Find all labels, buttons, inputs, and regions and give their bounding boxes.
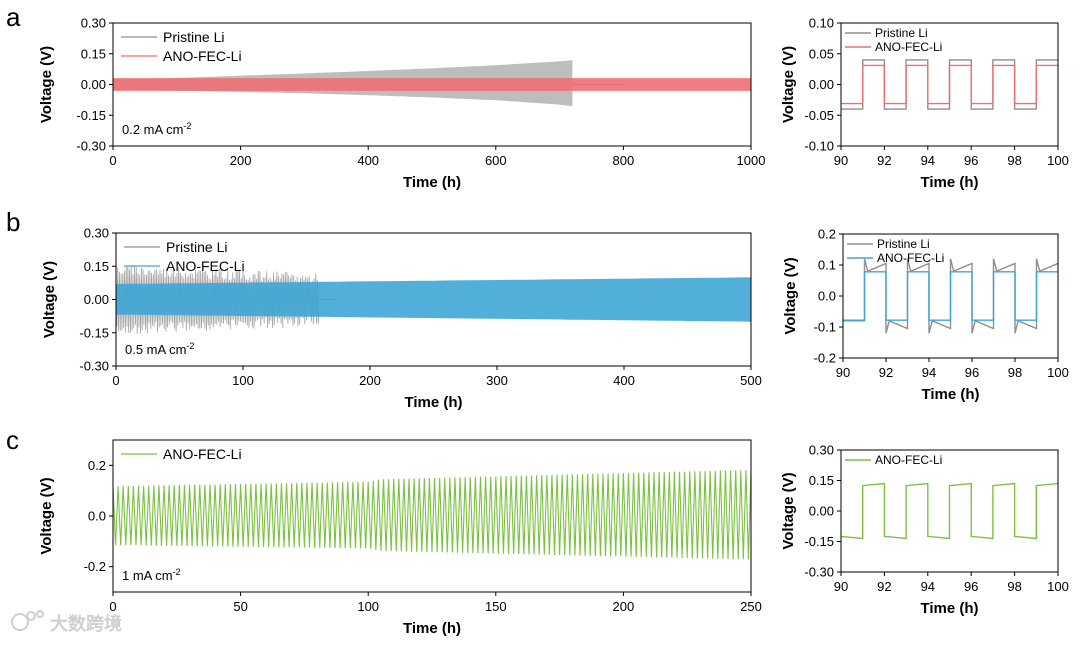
- y-tick-label-a_main-2: 0.00: [81, 77, 106, 92]
- x-axis-title-a_main: Time (h): [403, 174, 461, 191]
- series-a_main-1: [113, 78, 751, 91]
- x-tick-label-a_zoom-1: 92: [877, 153, 891, 168]
- y-axis-title-b_zoom: Voltage (V): [782, 257, 799, 334]
- legend-label-c_main-0: ANO-FEC-Li: [163, 446, 242, 462]
- annotation-superscript-a_main: -2: [183, 121, 191, 131]
- x-axis-title-b_main: Time (h): [404, 394, 462, 411]
- x-tick-label-a_main-5: 1000: [737, 153, 766, 168]
- y-tick-label-c_zoom-4: 0.30: [809, 443, 834, 458]
- x-axis-title-b_zoom: Time (h): [921, 386, 979, 403]
- annotation-superscript-b_main: -2: [186, 341, 194, 351]
- y-tick-label-b_main-2: 0.00: [84, 292, 109, 307]
- x-tick-label-b_zoom-4: 98: [1008, 365, 1022, 380]
- x-tick-label-c_main-0: 0: [109, 599, 116, 614]
- legend-label-b_main-0: Pristine Li: [166, 239, 227, 255]
- panel-letter-b: b: [6, 207, 20, 237]
- y-tick-label-b_main-4: 0.30: [84, 226, 109, 241]
- y-axis-title-a_zoom: Voltage (V): [780, 46, 797, 123]
- y-tick-label-b_main-0: -0.30: [79, 359, 109, 374]
- x-axis-title-c_zoom: Time (h): [920, 600, 978, 617]
- x-tick-label-b_main-5: 500: [740, 373, 762, 388]
- x-tick-label-b_main-4: 400: [613, 373, 635, 388]
- x-tick-label-c_main-1: 50: [233, 599, 247, 614]
- legend-label-b_main-1: ANO-FEC-Li: [166, 258, 245, 274]
- y-tick-label-b_zoom-0: -0.2: [814, 351, 836, 366]
- x-tick-label-c_zoom-5: 100: [1047, 579, 1069, 594]
- x-tick-label-c_zoom-2: 94: [921, 579, 935, 594]
- current-density-annotation-b_main: 0.5 mA cm-2: [125, 341, 194, 357]
- x-tick-label-b_zoom-0: 90: [836, 365, 850, 380]
- series-b_main-1: [116, 277, 751, 321]
- y-tick-label-a_zoom-2: 0.00: [809, 77, 834, 92]
- x-tick-label-b_main-1: 100: [232, 373, 254, 388]
- y-tick-label-b_zoom-1: -0.1: [814, 320, 836, 335]
- x-tick-label-a_main-3: 600: [485, 153, 507, 168]
- y-tick-label-a_zoom-4: 0.10: [809, 16, 834, 31]
- y-tick-label-b_main-3: 0.15: [84, 259, 109, 274]
- y-axis-title-c_main: Voltage (V): [38, 477, 55, 554]
- x-tick-label-b_main-0: 0: [112, 373, 119, 388]
- x-tick-label-c_main-2: 100: [357, 599, 379, 614]
- y-tick-label-a_main-3: 0.15: [81, 46, 106, 61]
- y-tick-label-a_main-1: -0.15: [76, 108, 106, 123]
- x-tick-label-c_main-4: 200: [613, 599, 635, 614]
- x-tick-label-a_zoom-3: 96: [964, 153, 978, 168]
- panel-letter-c: c: [6, 425, 19, 455]
- x-tick-label-b_main-2: 200: [359, 373, 381, 388]
- x-tick-label-a_main-4: 800: [613, 153, 635, 168]
- legend-label-b_zoom-0: Pristine Li: [877, 237, 930, 251]
- x-axis-title-c_main: Time (h): [403, 620, 461, 637]
- x-tick-label-b_zoom-1: 92: [879, 365, 893, 380]
- x-tick-label-a_zoom-0: 90: [834, 153, 848, 168]
- y-tick-label-a_zoom-1: -0.05: [804, 108, 834, 123]
- panel-letter-a: a: [6, 2, 21, 32]
- annotation-superscript-c_main: -2: [173, 567, 181, 577]
- y-tick-label-c_main-2: 0.2: [88, 458, 106, 473]
- x-tick-label-a_zoom-4: 98: [1007, 153, 1021, 168]
- current-density-annotation-a_main: 0.2 mA cm-2: [122, 121, 191, 137]
- legend-label-a_zoom-1: ANO-FEC-Li: [875, 40, 942, 54]
- y-tick-label-a_zoom-3: 0.05: [809, 46, 834, 61]
- y-tick-label-c_zoom-2: 0.00: [809, 504, 834, 519]
- x-tick-label-b_main-3: 300: [486, 373, 508, 388]
- x-tick-label-c_zoom-0: 90: [834, 579, 848, 594]
- x-tick-label-a_main-1: 200: [230, 153, 252, 168]
- watermark-text: 大数跨境: [50, 613, 122, 634]
- x-axis-title-a_zoom: Time (h): [920, 174, 978, 191]
- legend-label-a_main-0: Pristine Li: [163, 29, 224, 45]
- y-axis-title-c_zoom: Voltage (V): [780, 472, 797, 549]
- y-tick-label-a_main-0: -0.30: [76, 139, 106, 154]
- y-axis-title-b_main: Voltage (V): [41, 261, 58, 338]
- current-density-annotation-c_main: 1 mA cm-2: [122, 567, 181, 583]
- legend-label-a_main-1: ANO-FEC-Li: [163, 48, 242, 64]
- y-tick-label-c_main-0: -0.2: [84, 559, 106, 574]
- y-axis-title-a_main: Voltage (V): [38, 46, 55, 123]
- x-tick-label-b_zoom-2: 94: [922, 365, 936, 380]
- x-tick-label-c_zoom-3: 96: [964, 579, 978, 594]
- y-tick-label-a_main-4: 0.30: [81, 16, 106, 31]
- x-tick-label-c_zoom-1: 92: [877, 579, 891, 594]
- y-tick-label-c_zoom-1: -0.15: [804, 534, 834, 549]
- y-tick-label-b_zoom-3: 0.1: [818, 258, 836, 273]
- y-tick-label-a_zoom-0: -0.10: [804, 139, 834, 154]
- y-tick-label-c_zoom-3: 0.15: [809, 473, 834, 488]
- x-tick-label-a_main-0: 0: [109, 153, 116, 168]
- x-tick-label-a_zoom-5: 100: [1047, 153, 1069, 168]
- y-tick-label-b_zoom-2: 0.0: [818, 289, 836, 304]
- y-tick-label-c_zoom-0: -0.30: [804, 565, 834, 580]
- y-tick-label-b_main-1: -0.15: [79, 325, 109, 340]
- legend-label-a_zoom-0: Pristine Li: [875, 26, 928, 40]
- y-tick-label-c_main-1: 0.0: [88, 509, 106, 524]
- x-tick-label-a_main-2: 400: [357, 153, 379, 168]
- y-tick-label-b_zoom-4: 0.2: [818, 227, 836, 242]
- x-tick-label-c_main-3: 150: [485, 599, 507, 614]
- legend-label-b_zoom-1: ANO-FEC-Li: [877, 251, 944, 265]
- legend-label-c_zoom-0: ANO-FEC-Li: [875, 453, 942, 467]
- x-tick-label-b_zoom-3: 96: [965, 365, 979, 380]
- x-tick-label-a_zoom-2: 94: [921, 153, 935, 168]
- x-tick-label-b_zoom-5: 100: [1047, 365, 1069, 380]
- x-tick-label-c_zoom-4: 98: [1007, 579, 1021, 594]
- x-tick-label-c_main-5: 250: [740, 599, 762, 614]
